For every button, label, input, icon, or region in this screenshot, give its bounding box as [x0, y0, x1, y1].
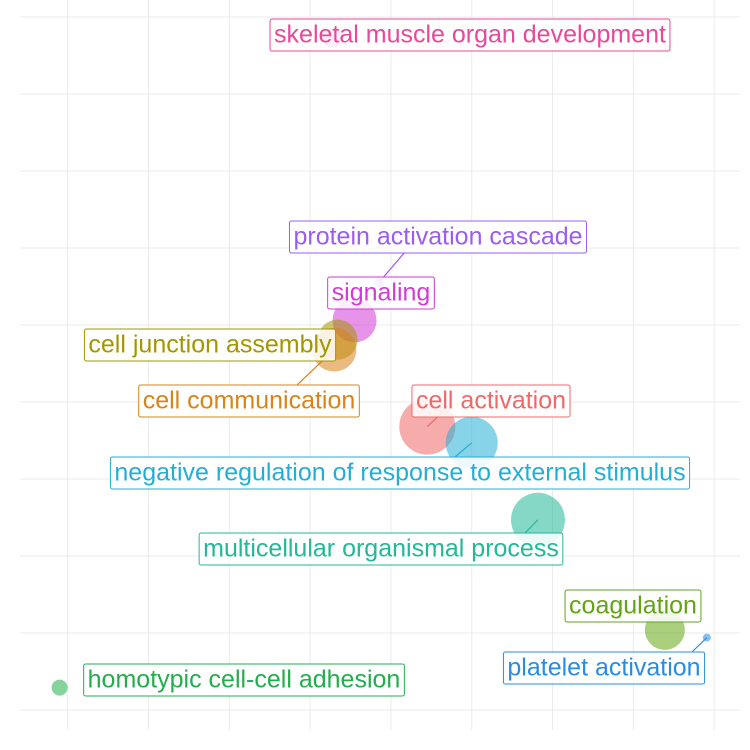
label-box	[288, 220, 588, 254]
label-box	[564, 589, 702, 623]
point-label: skeletal muscle organ development	[274, 21, 666, 49]
point-label: cell junction assembly	[88, 331, 332, 359]
label-box	[138, 384, 360, 418]
point-label: multicellular organismal process	[203, 535, 559, 563]
label-box	[198, 532, 564, 566]
point-label: cell communication	[143, 387, 356, 415]
label-box	[269, 18, 671, 52]
point-label: coagulation	[569, 592, 697, 620]
point-label: cell activation	[416, 387, 566, 415]
label-box	[502, 651, 706, 685]
point-label: homotypic cell-cell adhesion	[88, 666, 401, 694]
label-box	[109, 456, 691, 490]
label-box	[411, 384, 571, 418]
label-box	[327, 276, 435, 310]
point-label: platelet activation	[507, 654, 700, 682]
bubble	[702, 633, 711, 642]
label-box	[83, 663, 405, 697]
labels: skeletal muscle organ development protein…	[83, 18, 706, 697]
bubble	[445, 416, 498, 469]
point-label: protein activation cascade	[293, 223, 582, 251]
point-label: signaling	[332, 279, 431, 307]
point-label: negative regulation of response to exter…	[114, 459, 685, 487]
label-box	[83, 328, 337, 362]
bubble	[51, 679, 68, 696]
